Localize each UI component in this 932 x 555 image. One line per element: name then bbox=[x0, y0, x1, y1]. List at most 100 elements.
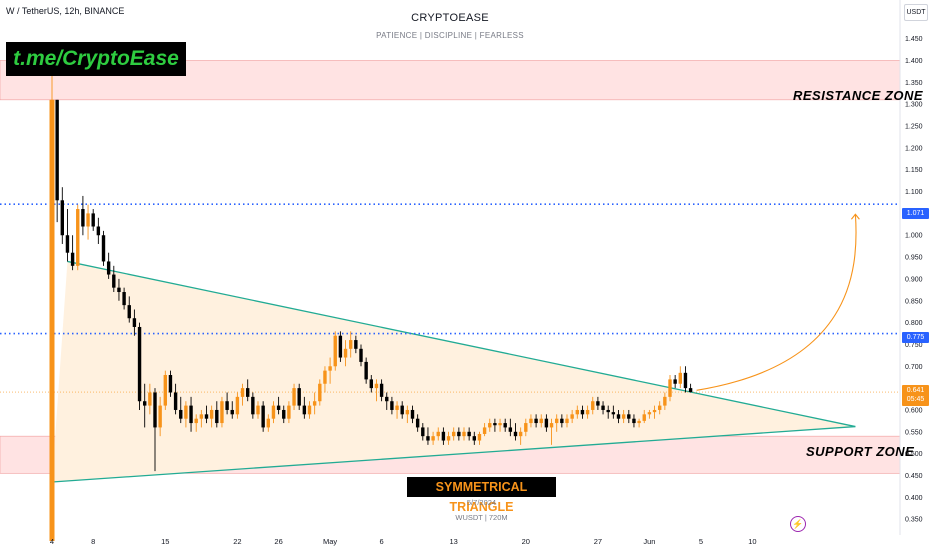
candle-up bbox=[194, 418, 198, 424]
triangle-upper-line bbox=[67, 260, 856, 428]
candle-down bbox=[683, 372, 688, 389]
lightning-icon[interactable]: ⚡ bbox=[790, 516, 806, 532]
candle-down bbox=[632, 418, 636, 424]
candle-down bbox=[173, 392, 178, 410]
current-price-value: 0.641 bbox=[906, 387, 925, 394]
candle-down bbox=[426, 436, 430, 441]
candle-down bbox=[117, 287, 121, 293]
candle-down bbox=[101, 235, 106, 262]
candle-up bbox=[524, 423, 528, 432]
candle-up bbox=[323, 370, 327, 384]
candle-up bbox=[482, 427, 487, 434]
candle-up bbox=[266, 418, 270, 428]
candle-up bbox=[575, 409, 579, 415]
time-tick-label: 8 bbox=[91, 537, 95, 546]
resistance-zone-label: RESISTANCE ZONE bbox=[793, 88, 924, 103]
candle-down bbox=[611, 412, 616, 415]
time-tick-label: 20 bbox=[522, 537, 530, 546]
candle-up bbox=[549, 423, 554, 428]
time-tick-label: 5 bbox=[699, 537, 703, 546]
pattern-symbol: WUSDT | 720M bbox=[455, 513, 508, 522]
candle-down bbox=[65, 235, 70, 253]
candle-down bbox=[544, 418, 549, 428]
candle-down bbox=[338, 335, 343, 358]
candle-up bbox=[199, 414, 204, 419]
header-subtitle: PATIENCE | DISCIPLINE | FEARLESS bbox=[376, 31, 524, 40]
time-tick-label: 27 bbox=[594, 537, 602, 546]
price-tick-label: 1.100 bbox=[905, 189, 923, 196]
time-tick-label: 13 bbox=[450, 537, 458, 546]
time-tick-label: 15 bbox=[161, 537, 169, 546]
candle-up bbox=[395, 405, 399, 410]
time-tick-label: 22 bbox=[233, 537, 241, 546]
candle-up bbox=[312, 401, 317, 406]
price-tick-label: 0.400 bbox=[905, 495, 923, 502]
candle-up bbox=[647, 412, 652, 415]
candle-down bbox=[189, 405, 193, 424]
candle-down bbox=[415, 418, 420, 428]
candle-down bbox=[91, 213, 95, 227]
candle-down bbox=[421, 427, 425, 437]
candle-up bbox=[209, 409, 214, 419]
candle-down bbox=[601, 405, 605, 410]
candle-countdown: 05:45 bbox=[906, 396, 925, 403]
candle-down bbox=[503, 423, 507, 428]
candle-down bbox=[122, 292, 126, 306]
candle-up bbox=[374, 383, 379, 389]
candle-down bbox=[534, 418, 538, 424]
candle-up bbox=[477, 433, 482, 441]
candle-up bbox=[256, 405, 260, 415]
candle-down bbox=[441, 431, 446, 441]
candle-down bbox=[112, 274, 116, 288]
candle-down bbox=[560, 418, 564, 424]
price-tick-label: 1.400 bbox=[905, 58, 923, 65]
target-arrow bbox=[696, 214, 857, 391]
candle-down bbox=[364, 361, 368, 380]
candle-down bbox=[261, 405, 265, 428]
price-tick-label: 0.750 bbox=[905, 342, 923, 349]
candle-down bbox=[215, 409, 219, 424]
price-tick-label: 1.350 bbox=[905, 80, 923, 87]
price-tick-label: 0.500 bbox=[905, 451, 923, 458]
price-tick-label: 0.900 bbox=[905, 276, 923, 283]
candles-group bbox=[49, 60, 693, 541]
candle-down bbox=[472, 436, 476, 441]
watermark-link[interactable]: t.me/CryptoEase bbox=[6, 42, 186, 76]
candle-down bbox=[230, 409, 234, 415]
candle-down bbox=[106, 261, 111, 275]
candle-up bbox=[585, 409, 590, 415]
candle-down bbox=[580, 409, 585, 415]
candle-down bbox=[508, 427, 513, 432]
candle-down bbox=[457, 431, 461, 437]
candle-down bbox=[282, 409, 286, 419]
candle-up bbox=[498, 423, 502, 426]
time-axis[interactable]: 4 8 15 22 26 May 6 13 20 27 Jun 5 10 bbox=[50, 537, 757, 546]
candle-down bbox=[302, 405, 307, 415]
candle-down bbox=[513, 431, 518, 437]
pattern-label: SYMMETRICAL TRIANGLE bbox=[407, 477, 556, 514]
candle-down bbox=[410, 409, 415, 419]
candle-up bbox=[663, 396, 667, 406]
currency-tag[interactable]: USDT bbox=[904, 4, 928, 21]
candle-down bbox=[385, 396, 389, 402]
candle-down bbox=[81, 209, 85, 227]
candle-down bbox=[297, 388, 301, 406]
candle-down bbox=[400, 405, 404, 415]
triangle-lower-line bbox=[51, 425, 856, 483]
triangle-fill bbox=[52, 261, 856, 483]
time-tick-label: 26 bbox=[274, 537, 282, 546]
candle-down bbox=[204, 414, 209, 419]
price-tick-label: 0.450 bbox=[905, 473, 923, 480]
candle-up bbox=[148, 392, 152, 406]
candle-up bbox=[570, 414, 574, 419]
candle-down bbox=[596, 401, 600, 406]
candle-up bbox=[328, 366, 332, 371]
target-arrow-head bbox=[850, 213, 860, 220]
candle-down bbox=[467, 431, 471, 437]
candle-down bbox=[390, 401, 394, 410]
candle-up bbox=[405, 409, 410, 415]
candle-up bbox=[343, 348, 348, 358]
candle-up bbox=[287, 405, 291, 419]
